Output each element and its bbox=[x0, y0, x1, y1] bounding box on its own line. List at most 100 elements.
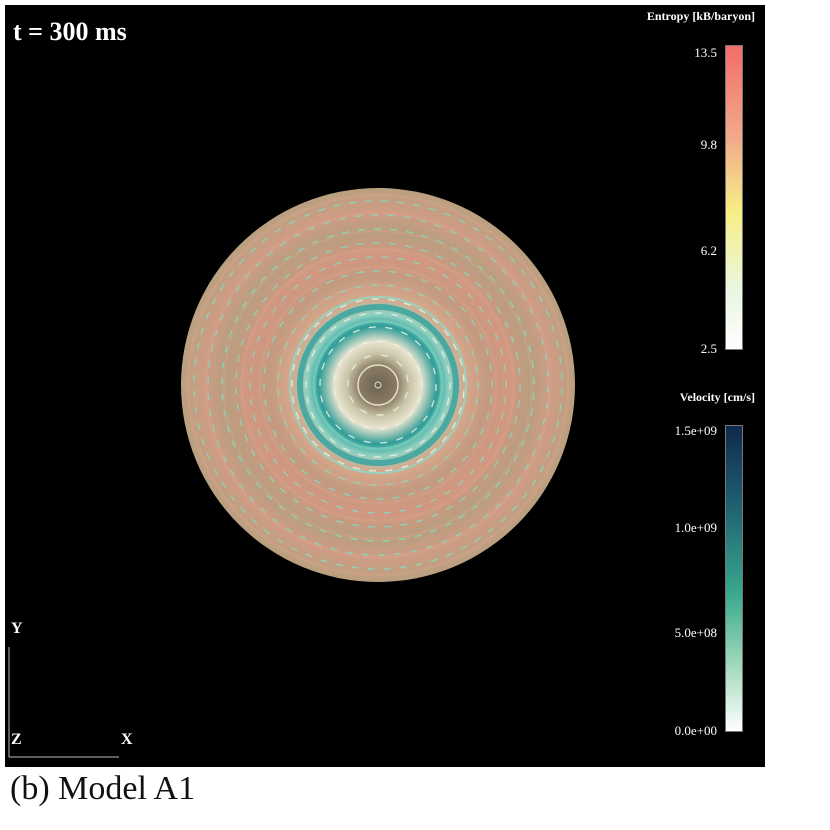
velocity-arrow bbox=[389, 453, 397, 457]
velocity-arrow bbox=[289, 457, 296, 464]
velocity-arrow bbox=[291, 514, 298, 520]
velocity-arrow bbox=[478, 305, 484, 313]
velocity-arrow bbox=[266, 494, 273, 500]
velocity-arrow bbox=[462, 391, 465, 399]
velocity-arrow bbox=[363, 425, 371, 430]
velocity-arrow bbox=[506, 490, 512, 497]
velocity-arrow bbox=[412, 261, 420, 265]
velocity-arrow bbox=[460, 545, 468, 550]
velocity-arrow bbox=[469, 523, 477, 529]
velocity-arrow bbox=[357, 453, 365, 457]
velocity-arrow bbox=[443, 329, 450, 337]
velocity-arrow bbox=[337, 359, 343, 366]
velocity-arrow bbox=[283, 420, 288, 428]
velocity-arrow bbox=[440, 413, 445, 421]
velocity-arrow bbox=[228, 330, 233, 338]
velocity-arrow bbox=[292, 396, 295, 404]
velocity-arrow bbox=[430, 498, 437, 503]
velocity-arrow bbox=[355, 299, 363, 303]
velocity-arrow bbox=[482, 513, 489, 520]
velocity-arrow bbox=[313, 321, 320, 328]
velocity-arrow bbox=[271, 307, 277, 314]
velocity-arrow bbox=[354, 215, 362, 218]
velocity-arrow bbox=[333, 374, 336, 382]
velocity-arrow bbox=[417, 396, 422, 404]
velocity-arrow bbox=[405, 375, 409, 383]
velocity-arrow bbox=[320, 395, 324, 403]
velocity-arrow bbox=[244, 434, 249, 442]
velocity-arrow bbox=[194, 358, 197, 366]
velocity-arrow bbox=[448, 295, 455, 301]
velocity-arrow bbox=[377, 340, 385, 343]
velocity-arrow bbox=[486, 412, 490, 420]
velocity-arrow bbox=[330, 325, 337, 331]
velocity-arrow bbox=[421, 234, 429, 238]
velocity-arrow bbox=[290, 434, 296, 442]
velocity-arrow bbox=[272, 457, 278, 465]
velocity-arrow bbox=[312, 304, 319, 310]
velocity-colorbar bbox=[725, 425, 743, 732]
velocity-arrow bbox=[361, 553, 369, 556]
velocity-arrow bbox=[251, 518, 258, 525]
velocity-arrow bbox=[504, 321, 509, 328]
velocity-arrow bbox=[383, 511, 391, 514]
velocity-arrow bbox=[209, 409, 212, 417]
velocity-arrow bbox=[284, 255, 291, 261]
velocity-arrow bbox=[250, 288, 256, 295]
velocity-arrow bbox=[300, 315, 307, 322]
velocity-arrow bbox=[194, 406, 197, 414]
velocity-arrow bbox=[464, 428, 469, 436]
velocity-arrow bbox=[431, 513, 439, 518]
velocity-tick-max: 1.5e+09 bbox=[674, 423, 717, 438]
velocity-arrow bbox=[244, 273, 250, 280]
velocity-arrow bbox=[281, 295, 287, 302]
velocity-arrow bbox=[475, 397, 478, 406]
velocity-arrow bbox=[253, 309, 258, 317]
velocity-arrow bbox=[432, 367, 436, 375]
velocity-arrow bbox=[212, 297, 217, 305]
velocity-arrow bbox=[387, 284, 395, 287]
velocity-arrow bbox=[420, 278, 428, 283]
velocity-arrow bbox=[294, 481, 301, 488]
velocity-arrow bbox=[387, 214, 395, 217]
velocity-arrow bbox=[333, 390, 337, 398]
velocity-arrow bbox=[255, 482, 262, 489]
entropy-band bbox=[258, 265, 498, 505]
velocity-arrow bbox=[517, 315, 522, 322]
velocity-arrow bbox=[252, 414, 256, 422]
velocity-arrow bbox=[518, 367, 521, 375]
velocity-arrow bbox=[349, 395, 354, 403]
velocity-arrow bbox=[394, 421, 402, 427]
velocity-arrow bbox=[498, 245, 505, 252]
velocity-arrow bbox=[435, 285, 442, 291]
velocity-arrow bbox=[311, 349, 316, 357]
velocity-arrow bbox=[314, 479, 321, 485]
velocity-arrow bbox=[319, 529, 327, 533]
velocity-arrow bbox=[414, 534, 422, 538]
velocity-arrow bbox=[545, 402, 548, 410]
velocity-arrow bbox=[444, 310, 451, 317]
velocity-arrow bbox=[257, 429, 262, 437]
velocity-arrow bbox=[409, 549, 418, 553]
velocity-arrow bbox=[260, 276, 267, 283]
velocity-arrow bbox=[470, 318, 476, 326]
velocity-arrow bbox=[272, 284, 278, 291]
velocity-arrow bbox=[430, 558, 439, 562]
velocity-arrow bbox=[268, 476, 275, 483]
velocity-arrow bbox=[379, 427, 387, 430]
velocity-arrow bbox=[340, 304, 347, 309]
velocity-arrow bbox=[300, 447, 306, 454]
velocity-arrow bbox=[431, 400, 435, 408]
velocity-arrow bbox=[419, 219, 427, 223]
velocity-arrow bbox=[325, 279, 333, 284]
entropy-band bbox=[222, 229, 534, 541]
velocity-arrow bbox=[509, 431, 513, 439]
velocity-arrow bbox=[401, 464, 409, 469]
velocity-arrow bbox=[321, 362, 325, 370]
velocity-arrow bbox=[446, 366, 450, 374]
velocity-arrow bbox=[263, 320, 268, 328]
velocity-arrow bbox=[240, 507, 246, 514]
velocity-arrow bbox=[329, 547, 337, 551]
velocity-arrow bbox=[338, 405, 344, 413]
velocity-arrow bbox=[206, 453, 211, 461]
